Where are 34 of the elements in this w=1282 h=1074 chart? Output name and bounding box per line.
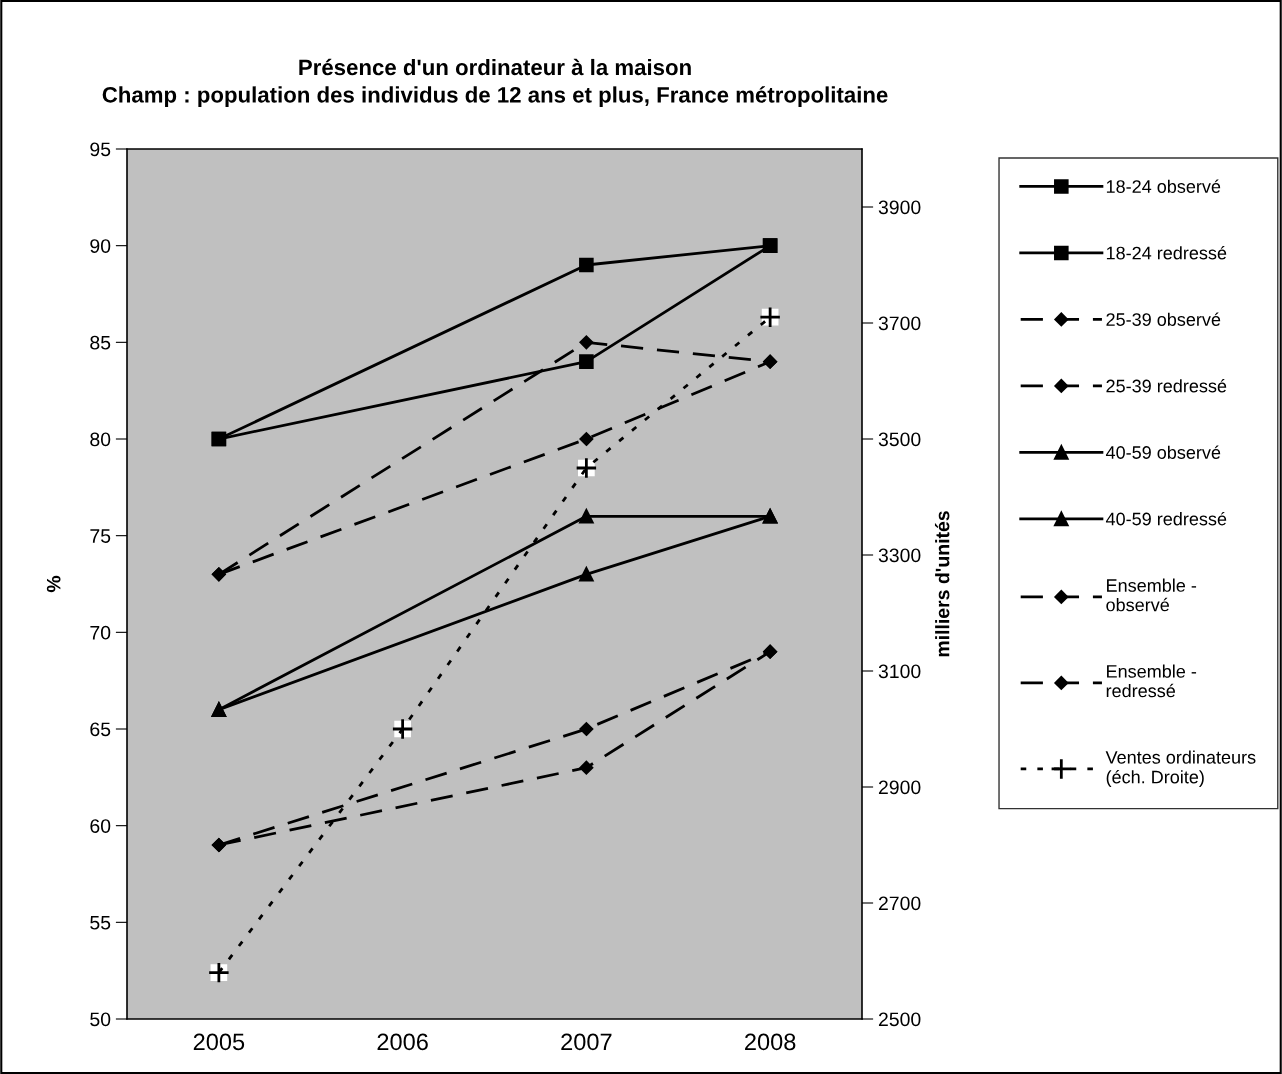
legend-label: 40-59 observé	[1105, 445, 1221, 459]
y-tick-label: 85	[90, 335, 111, 350]
x-tick-label: 2005	[193, 1033, 245, 1051]
y2-tick-label: 3900	[878, 200, 921, 215]
y-tick-label: 65	[90, 722, 111, 737]
y2-tick-label: 2900	[878, 780, 921, 795]
x-tick-label: 2007	[561, 1033, 612, 1051]
y-axis-title: %	[46, 575, 61, 593]
y2-tick-label: 3100	[878, 664, 921, 679]
y-tick-label: 60	[90, 819, 111, 833]
legend-label: Ensemble - observé	[1106, 578, 1197, 612]
chart-title: Présence d'un ordinateur à la maison Champ : population des individus de 12 ans et plus, France métropolitaine	[102, 58, 888, 108]
y-tick-label: 50	[90, 1012, 111, 1027]
legend-label: 25-39 observé	[1106, 312, 1221, 326]
legend-label: 18-24 observé	[1106, 179, 1221, 193]
y2-axis-title: milliers d'unités	[934, 511, 950, 657]
y2-tick-label: 2700	[878, 896, 921, 911]
legend-label: 25-39 redressé	[1106, 378, 1227, 393]
y2-tick-label: 3700	[878, 316, 921, 331]
y-tick-label: 55	[90, 916, 111, 930]
x-tick-label: 2008	[745, 1033, 796, 1051]
legend-label: 40-59 redressé	[1105, 511, 1227, 526]
legend-label: Ensemble - redressé	[1106, 664, 1197, 698]
y2-tick-label: 3300	[878, 548, 921, 563]
y-tick-label: 75	[90, 529, 111, 543]
legend-label: 18-24 redressé	[1106, 245, 1227, 260]
y2-tick-label: 3500	[878, 432, 921, 447]
y-tick-label: 95	[90, 142, 111, 157]
x-tick-label: 2006	[377, 1033, 428, 1051]
legend-label: Ventes ordinateurs (éch. Droite)	[1105, 750, 1256, 787]
y-tick-label: 70	[90, 625, 111, 640]
y-tick-label: 90	[90, 239, 111, 253]
y-tick-label: 80	[90, 432, 111, 447]
y2-tick-label: 2500	[878, 1012, 921, 1027]
